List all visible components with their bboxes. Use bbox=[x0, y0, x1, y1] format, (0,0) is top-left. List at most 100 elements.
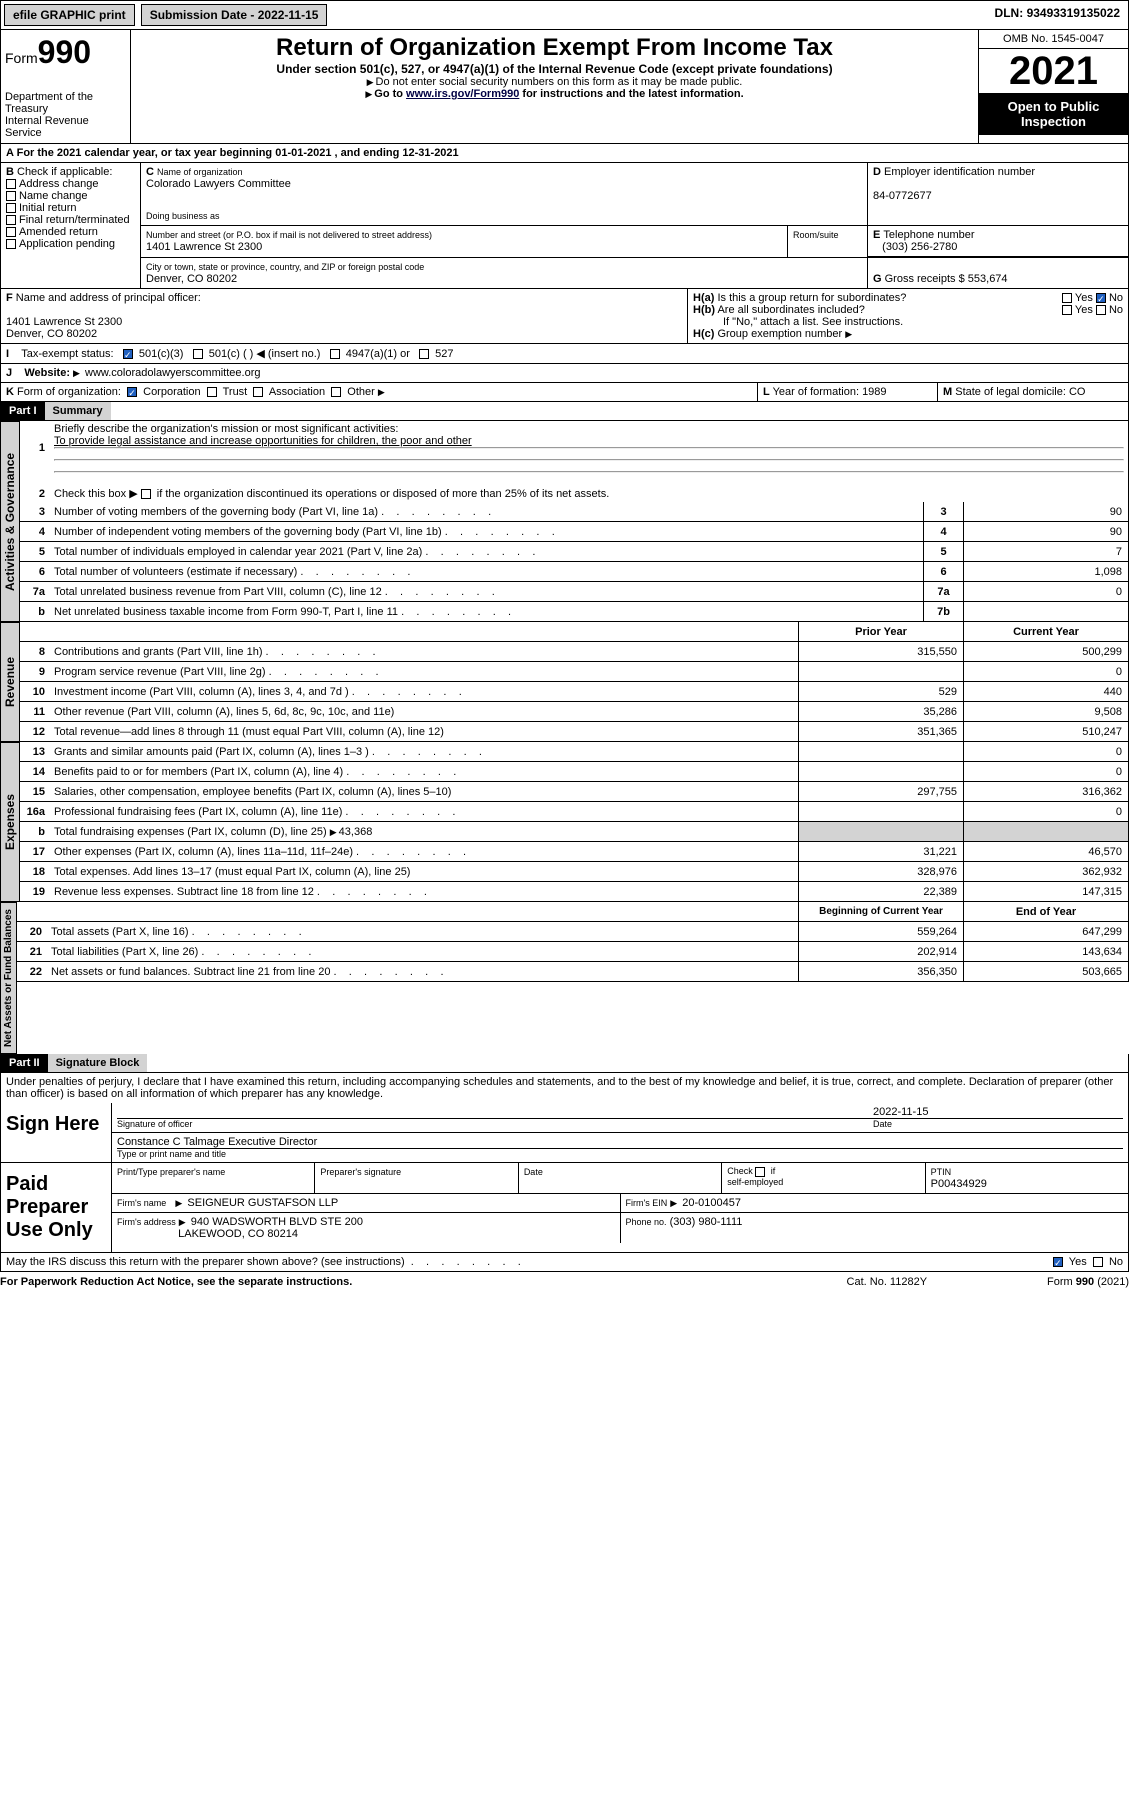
checkbox-other[interactable] bbox=[331, 387, 341, 397]
ptin-value: P00434929 bbox=[931, 1178, 987, 1190]
checkbox-amended[interactable] bbox=[6, 227, 16, 237]
l3-label: Number of voting members of the governin… bbox=[50, 504, 923, 520]
box-d: D Employer identification number 84-0772… bbox=[868, 163, 1128, 225]
street-label: Number and street (or P.O. box if mail i… bbox=[146, 230, 432, 240]
period-end: 12-31-2021 bbox=[402, 147, 458, 159]
checkbox-4947[interactable] bbox=[330, 349, 340, 359]
l17-current: 46,570 bbox=[963, 842, 1128, 861]
h-a-label: Is this a group return for subordinates? bbox=[717, 292, 906, 304]
checkbox-hb-no[interactable] bbox=[1096, 305, 1106, 315]
room-label: Room/suite bbox=[793, 230, 839, 240]
checkbox-corp[interactable] bbox=[127, 387, 137, 397]
checkbox-527[interactable] bbox=[419, 349, 429, 359]
l11-current: 9,508 bbox=[963, 702, 1128, 721]
checkbox-hb-yes[interactable] bbox=[1062, 305, 1072, 315]
l14-label: Benefits paid to or for members (Part IX… bbox=[50, 764, 798, 780]
l7b-label: Net unrelated business taxable income fr… bbox=[50, 604, 923, 620]
irs-link[interactable]: www.irs.gov/Form990 bbox=[406, 88, 519, 100]
checkbox-app-pending[interactable] bbox=[6, 239, 16, 249]
period-begin: 01-01-2021 bbox=[275, 147, 331, 159]
firm-ein: 20-0100457 bbox=[682, 1197, 741, 1209]
footer-pra: For Paperwork Reduction Act Notice, see … bbox=[0, 1276, 352, 1288]
checkbox-final-return[interactable] bbox=[6, 215, 16, 225]
form-subtitle-1: Under section 501(c), 527, or 4947(a)(1)… bbox=[135, 62, 974, 76]
checkbox-self-employed[interactable] bbox=[755, 1167, 765, 1177]
firm-name-label: Firm's name bbox=[117, 1198, 166, 1208]
checkbox-ha-no[interactable] bbox=[1096, 293, 1106, 303]
checkbox-name-change[interactable] bbox=[6, 191, 16, 201]
declaration-text: Under penalties of perjury, I declare th… bbox=[0, 1073, 1129, 1103]
l19-current: 147,315 bbox=[963, 882, 1128, 901]
l5-label: Total number of individuals employed in … bbox=[50, 544, 923, 560]
opt-initial-return: Initial return bbox=[19, 202, 76, 214]
checkbox-initial-return[interactable] bbox=[6, 203, 16, 213]
checkbox-trust[interactable] bbox=[207, 387, 217, 397]
l5-val: 7 bbox=[963, 542, 1128, 561]
dln: DLN: 93493319135022 bbox=[987, 1, 1128, 29]
l13-label: Grants and similar amounts paid (Part IX… bbox=[50, 744, 798, 760]
website-url: www.coloradolawyerscommittee.org bbox=[85, 367, 260, 379]
efile-print-button[interactable]: efile GRAPHIC print bbox=[4, 4, 135, 26]
phone-label: Telephone number bbox=[883, 229, 974, 241]
checkbox-assoc[interactable] bbox=[253, 387, 263, 397]
checkbox-discuss-yes[interactable] bbox=[1053, 1257, 1063, 1267]
discuss-yes: Yes bbox=[1069, 1256, 1087, 1268]
dept-treasury: Department of the Treasury bbox=[5, 91, 126, 115]
l20-prior: 559,264 bbox=[798, 922, 963, 941]
sig-date-value: 2022-11-15 bbox=[873, 1106, 928, 1118]
discuss-label: May the IRS discuss this return with the… bbox=[6, 1256, 405, 1268]
opt-501c: 501(c) ( ) ◀ (insert no.) bbox=[209, 348, 321, 360]
topbar: efile GRAPHIC print Submission Date - 20… bbox=[0, 0, 1129, 30]
checkbox-501c3[interactable] bbox=[123, 349, 133, 359]
opt-527: 527 bbox=[435, 348, 453, 360]
sig-date-label: Date bbox=[873, 1118, 1123, 1129]
opt-name-change: Name change bbox=[19, 190, 88, 202]
box-f: F Name and address of principal officer:… bbox=[1, 289, 688, 343]
open-inspection: Open to Public Inspection bbox=[979, 93, 1128, 135]
opt-4947: 4947(a)(1) or bbox=[346, 348, 410, 360]
form-title: Return of Organization Exempt From Incom… bbox=[135, 34, 974, 62]
l20-label: Total assets (Part X, line 16) bbox=[47, 924, 798, 940]
part-ii-label: Part II bbox=[1, 1054, 48, 1072]
city-value: Denver, CO 80202 bbox=[146, 273, 237, 285]
l22-current: 503,665 bbox=[963, 962, 1128, 981]
l13-prior bbox=[798, 742, 963, 761]
paid-preparer-label: Paid Preparer Use Only bbox=[1, 1163, 111, 1252]
part-i-label: Part I bbox=[1, 402, 45, 420]
opt-other: Other bbox=[347, 386, 375, 398]
box-h: H(a) Is this a group return for subordin… bbox=[688, 289, 1128, 343]
l8-prior: 315,550 bbox=[798, 642, 963, 661]
city-label: City or town, state or province, country… bbox=[146, 262, 424, 272]
paid-preparer-block: Paid Preparer Use Only Print/Type prepar… bbox=[0, 1163, 1129, 1253]
part-ii-header: Part II Signature Block bbox=[0, 1054, 1129, 1073]
hdr-boy: Beginning of Current Year bbox=[798, 902, 963, 921]
checkbox-discuss-no[interactable] bbox=[1093, 1257, 1103, 1267]
discuss-row: May the IRS discuss this return with the… bbox=[0, 1253, 1129, 1272]
opt-trust: Trust bbox=[223, 386, 248, 398]
activities-section: Activities & Governance 1Briefly describ… bbox=[0, 421, 1129, 622]
form-subtitle-2: Do not enter social security numbers on … bbox=[135, 76, 974, 88]
header-left: Form990 Department of the Treasury Inter… bbox=[1, 30, 131, 143]
tab-revenue: Revenue bbox=[0, 622, 20, 742]
officer-group-block: F Name and address of principal officer:… bbox=[0, 289, 1129, 344]
hdr-current: Current Year bbox=[963, 622, 1128, 641]
l16a-prior bbox=[798, 802, 963, 821]
officer-addr1: 1401 Lawrence St 2300 bbox=[6, 316, 122, 328]
ha-no: No bbox=[1109, 292, 1123, 304]
checkbox-501c[interactable] bbox=[193, 349, 203, 359]
submission-label: Submission Date - bbox=[150, 8, 255, 22]
header-center: Return of Organization Exempt From Incom… bbox=[131, 30, 978, 143]
l15-label: Salaries, other compensation, employee b… bbox=[50, 784, 798, 800]
website-label: Website: bbox=[24, 367, 70, 379]
firm-addr1: 940 WADSWORTH BLVD STE 200 bbox=[191, 1216, 363, 1228]
form-label: Form bbox=[5, 50, 38, 66]
officer-type-label: Type or print name and title bbox=[117, 1148, 1123, 1159]
dba-label: Doing business as bbox=[146, 211, 220, 221]
ptin-label: PTIN bbox=[931, 1167, 952, 1177]
officer-label: Name and address of principal officer: bbox=[16, 292, 201, 304]
checkbox-l2[interactable] bbox=[141, 489, 151, 499]
checkbox-ha-yes[interactable] bbox=[1062, 293, 1072, 303]
klm-row: K Form of organization: Corporation Trus… bbox=[0, 383, 1129, 402]
checkbox-address-change[interactable] bbox=[6, 179, 16, 189]
l2-text: Check this box ▶ if the organization dis… bbox=[50, 485, 1128, 502]
